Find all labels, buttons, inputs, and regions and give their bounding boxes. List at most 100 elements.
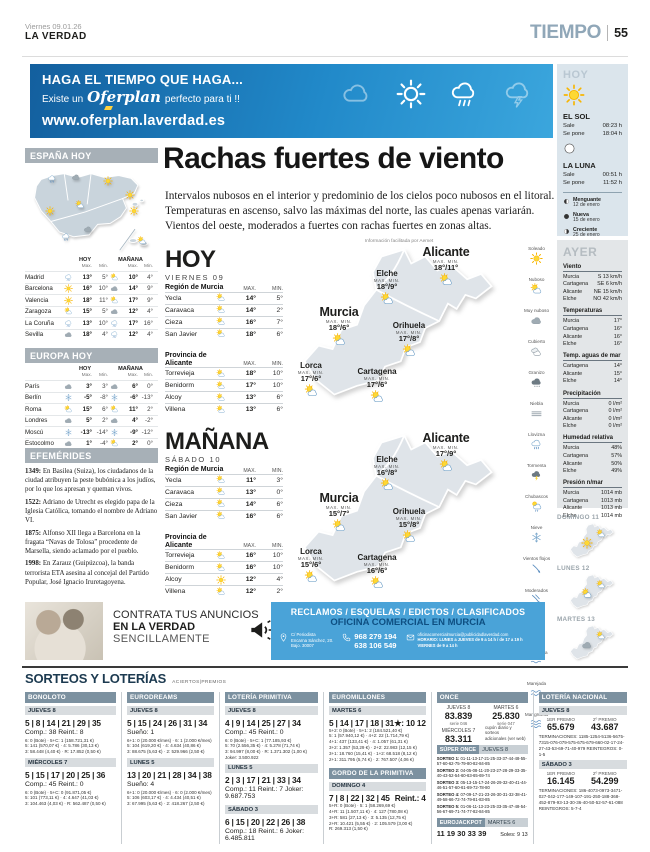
city-name: Torrevieja [165, 370, 195, 378]
ayer-group-rows: Murcia 0 l/m² Cartagena 0 l/m² Alicante … [563, 401, 622, 431]
ayer-value: 17° [613, 318, 622, 325]
legend-label: Chubascos [525, 494, 548, 500]
temp-max: 16° [245, 552, 256, 560]
oferplan-ad-banner[interactable]: HAGA EL TIEMPO QUE HAGA... Existe un Ofe… [30, 64, 553, 138]
temp-max: -13° [80, 428, 92, 436]
lottery-name: EUROMILLONES [329, 692, 426, 703]
sol-label: EL SOL [563, 112, 590, 121]
ad-phones[interactable]: 968 279 194 638 106 549 [354, 632, 397, 651]
entry-year: 1349: [25, 468, 42, 475]
legend-label: Nieve [530, 525, 543, 531]
moon-phase-text: Nueva 15 de enero [573, 211, 600, 223]
city-name: Barcelona [25, 285, 53, 293]
ayer-value: 50% [611, 460, 622, 467]
legend-item: Niebla [520, 401, 553, 425]
ayer-row: Cartagena 1013 mb [563, 498, 622, 506]
ayer-row: Alicante 50% [563, 461, 622, 469]
ayer-value: 16° [613, 333, 622, 340]
ayer-row: Cartagena 0 l/m² [563, 408, 622, 416]
legend-label: Marejada [526, 680, 547, 686]
table-row: Madrid 13° 5° 10° 4° [25, 271, 158, 283]
weather-icon [213, 369, 229, 379]
legend-weather-icon [530, 562, 543, 575]
temp-min: -8° [100, 394, 108, 402]
ad-services-line: RECLAMOS / ESQUELAS / EDICTOS / CLASIFIC… [290, 607, 526, 617]
storm-outline-icon [501, 78, 537, 110]
weather-icon [304, 570, 319, 585]
ayer-city: Alicante [563, 505, 583, 512]
draw-extra: Comp.: 11 Reint.: 7 Joker: 9.687.753 [225, 786, 304, 801]
ayer-value: 14° [613, 363, 622, 370]
lottery-name: ONCE [436, 692, 528, 703]
legend-item: Nuboso [520, 277, 553, 301]
draw-prizes: 5+R: 0 (Bote) · 5: 1 (58.269,69 €) 4+R: … [329, 803, 413, 832]
temp-min: 10° [272, 552, 283, 560]
weather-icon [62, 416, 75, 425]
weather-icon [213, 293, 229, 303]
city-name: Estocolmo [25, 440, 54, 448]
draw-numbers: 2 | 3 | 17 | 21 | 33 | 34 [225, 775, 301, 786]
region-rows: Yecla 14° 5° Caravaca 14° 2° Cieza 16° 7… [165, 291, 283, 340]
table-row: Zaragoza 15° 5° 12° 4° [25, 305, 158, 318]
temp-max: 6° [132, 382, 138, 390]
weather-icon [61, 232, 71, 242]
table-row: Villena 12° 2° [165, 585, 283, 597]
weather-icon [380, 292, 395, 307]
draw-date: JUEVES 8 [225, 706, 318, 715]
city-name: Caravaca [165, 306, 195, 314]
ayer-group: Humedad relativa Murcia 48% Cartagena 57… [563, 435, 622, 475]
draw-prizes: 6: 0 (Bote) · 5+C: 0 (91.871,05 €) 5: 10… [25, 789, 106, 807]
ayer-group-rows: Murcia 48% Cartagena 57% Alicante 50% El… [563, 445, 622, 475]
temp-max: 14° [245, 294, 256, 302]
cloud-outline-icon [339, 78, 375, 110]
lottery-name: LOTERÍA NACIONAL [538, 692, 627, 703]
ad-subline: Existe un Oferplan perfecto para ti !! [42, 88, 541, 110]
region-rows: Torrevieja 16° 10° Benidorm 16° 10° Alco… [165, 549, 283, 597]
ayer-value: 1014 mb [601, 513, 622, 520]
ad-email[interactable]: oficinacomercialmurcia@publicidadlaverda… [417, 632, 509, 637]
table-row: Barcelona 16° 10° 14° 9° [25, 282, 158, 295]
ayer-value: 16° [613, 325, 622, 332]
ad-left-text: CONTRATA TUS ANUNCIOS EN LA VERDAD SENCI… [103, 602, 272, 660]
super-once-line: SORTEO 4: 07-09-17-21-23-26-30-31-32-38-… [436, 791, 528, 802]
lottery-draw: JUEVES 8 5 | 15 | 24 | 26 | 31 | 34 Sueñ… [127, 706, 214, 755]
draw-date: LUNES 5 [225, 763, 318, 773]
table-row: San Javier 16° 6° [165, 509, 283, 522]
map-city-elche: Elche MAX. MIN. 18°/9° [357, 269, 417, 312]
draw-numbers: 5 | 8 | 14 | 21 | 29 | 35 [25, 717, 101, 728]
lottery-draw: JUEVES 8 5 | 8 | 14 | 21 | 29 | 35 Comp.… [25, 706, 116, 755]
temp-min: 4° [102, 331, 108, 339]
ayer-value: 48% [611, 445, 622, 452]
ayer-city: Cartagena [563, 281, 589, 288]
ayer-city: Murcia [563, 273, 580, 280]
forecast-day: LUNES 12 [557, 565, 628, 612]
oferplan-logo: Oferplan [87, 88, 161, 110]
ad-url[interactable]: www.oferplan.laverdad.es [42, 113, 226, 129]
ayer-row: Alicante 1013 mb [563, 505, 622, 513]
city-name: Cieza [165, 318, 183, 326]
newspaper-brand: LA VERDAD [25, 31, 87, 42]
temp-max: -5° [84, 394, 92, 402]
manana-murcia-table: Región de Murcia MAX. MIN. Yecla 11° 3° … [165, 466, 283, 522]
ayer-city: Alicante [563, 415, 583, 422]
ayer-groups: Viento Murcia S 13 km/h Cartagena SE 6 k… [563, 264, 622, 521]
ayer-group: Precipitación Murcia 0 l/m² Cartagena 0 … [563, 391, 622, 431]
temp-max: 17° [128, 296, 138, 304]
draw-prizes: 5+2: 0 (Bote) · 5+1: 2 (184.521,40 €) 5:… [329, 727, 417, 762]
draw-date: DOMINGO 4 [329, 781, 426, 791]
draw-extra: Comp.: 45 Reint.: 0 [225, 728, 284, 736]
weather-icon [71, 172, 81, 182]
table-row: Caravaca 13° 0° [165, 485, 283, 498]
legend-label: Nuboso [528, 277, 545, 283]
weather-icon [581, 537, 593, 549]
espana-rows: Madrid 13° 5° 10° 4° Barcelona 16° 10° 1… [25, 271, 158, 340]
classifieds-ad-banner[interactable]: CONTRATA TUS ANUNCIOS EN LA VERDAD SENCI… [25, 602, 545, 660]
entry-text: Adriano de Utrecht es elegido papa de la… [25, 498, 158, 525]
temp-min: 2° [276, 588, 284, 596]
table-row: Cieza 14° 6° [165, 497, 283, 510]
weather-icon [83, 224, 93, 234]
temp-max: 12° [128, 308, 138, 316]
table-subheader: Max. Min. Max. Min. [81, 373, 153, 378]
temp-min: 2° [102, 417, 108, 425]
weather-icon [596, 580, 606, 590]
